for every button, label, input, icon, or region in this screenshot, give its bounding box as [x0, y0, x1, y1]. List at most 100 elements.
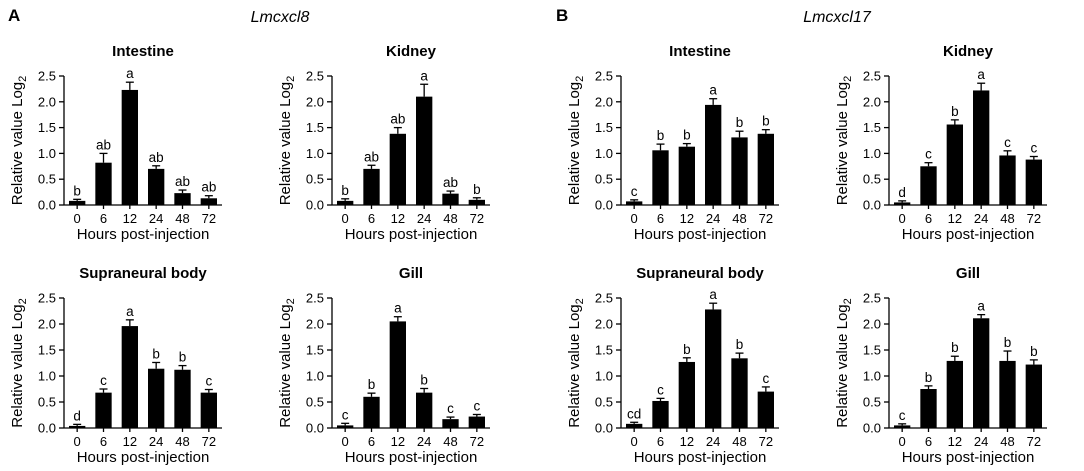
- significance-letter: cd: [627, 406, 641, 421]
- significance-letter: b: [736, 115, 744, 130]
- significance-letter: b: [73, 183, 81, 198]
- x-tick-label: 12: [948, 434, 962, 449]
- x-tick-label: 6: [925, 434, 932, 449]
- y-axis-label-subscript: 2: [842, 76, 854, 82]
- y-axis-label: Relative value Log2: [9, 298, 29, 428]
- x-tick-label: 48: [732, 434, 746, 449]
- y-axis-label: Relative value Log2: [277, 298, 297, 428]
- bar: [389, 133, 406, 205]
- y-axis-label: Relative value Log2: [9, 76, 29, 206]
- y-axis-label: Relative value Log2: [834, 76, 854, 206]
- x-tick-label: 72: [470, 211, 484, 226]
- bar: [999, 360, 1016, 428]
- x-tick-label: 0: [342, 434, 349, 449]
- x-axis-label: Hours post-injection: [902, 449, 1035, 466]
- x-tick-label: 0: [631, 434, 638, 449]
- significance-letter: d: [73, 408, 81, 423]
- y-tick-label: 0.0: [38, 421, 56, 436]
- y-axis-label-text: Relative value Log: [566, 304, 583, 427]
- significance-letter: b: [683, 342, 691, 357]
- bar: [894, 425, 911, 428]
- y-tick-label: 2.5: [595, 69, 613, 84]
- y-tick-label: 1.5: [595, 343, 613, 358]
- significance-letter: b: [951, 340, 959, 355]
- bar: [652, 400, 669, 428]
- chart-title: Gill: [956, 265, 980, 282]
- y-tick-label: 0.5: [595, 172, 613, 187]
- bar: [121, 89, 138, 205]
- x-tick-label: 24: [149, 211, 163, 226]
- panel-b-gene-label: Lmcxcl17: [803, 9, 872, 26]
- significance-letter: b: [1004, 335, 1012, 350]
- significance-letter: ab: [201, 180, 216, 195]
- y-tick-label: 1.0: [863, 146, 881, 161]
- bar: [442, 419, 459, 428]
- x-tick-label: 48: [175, 434, 189, 449]
- plots-container: Intestine 0.0 0.5 1.0 1.5 2.0 2.5 Relative valu…: [9, 43, 1047, 466]
- chart-b-intestine: Intestine 0.0 0.5 1.0 1.5 2.0 2.5 Relative valu…: [566, 43, 779, 243]
- y-tick-label: 2.0: [863, 317, 881, 332]
- bar: [626, 423, 643, 428]
- bar: [1025, 364, 1042, 428]
- x-axis-label: Hours post-injection: [77, 226, 210, 243]
- x-tick-label: 24: [974, 211, 988, 226]
- chart-a-supraneural-body: Supraneural body 0.0 0.5 1.0 1.5 2.0 2.5 Relati…: [9, 265, 222, 466]
- y-tick-label: 2.0: [595, 94, 613, 109]
- significance-letter: b: [420, 372, 428, 387]
- chart-title: Intestine: [112, 43, 174, 60]
- y-axis-label-text: Relative value Log: [566, 82, 583, 205]
- significance-letter: c: [657, 382, 664, 397]
- x-tick-label: 24: [706, 434, 720, 449]
- y-tick-label: 0.5: [595, 395, 613, 410]
- significance-letter: a: [126, 304, 134, 319]
- significance-letter: ab: [96, 137, 111, 152]
- y-tick-label: 0.5: [863, 395, 881, 410]
- y-axis-label-subscript: 2: [285, 298, 297, 304]
- y-tick-label: 1.0: [306, 369, 324, 384]
- bar: [705, 309, 722, 428]
- bar: [705, 104, 722, 205]
- y-axis-label-text: Relative value Log: [834, 304, 851, 427]
- bar: [757, 133, 774, 205]
- significance-letter: a: [420, 68, 428, 83]
- x-tick-label: 6: [657, 211, 664, 226]
- significance-letter: c: [631, 184, 638, 199]
- x-tick-label: 72: [759, 434, 773, 449]
- y-tick-label: 0.0: [595, 198, 613, 213]
- y-tick-label: 1.5: [306, 343, 324, 358]
- x-tick-label: 72: [759, 211, 773, 226]
- x-tick-label: 48: [175, 211, 189, 226]
- significance-letter: b: [473, 182, 481, 197]
- chart-title: Kidney: [386, 43, 437, 60]
- bar: [894, 202, 911, 205]
- y-tick-label: 0.0: [306, 198, 324, 213]
- y-tick-label: 0.5: [863, 172, 881, 187]
- chart-b-supraneural-body: Supraneural body 0.0 0.5 1.0 1.5 2.0 2.5 Relati…: [566, 265, 779, 466]
- bar: [468, 416, 485, 428]
- bar: [1025, 159, 1042, 205]
- y-tick-label: 1.0: [863, 369, 881, 384]
- y-tick-label: 2.0: [595, 317, 613, 332]
- significance-letter: a: [394, 301, 402, 316]
- y-axis-label: Relative value Log2: [566, 76, 586, 206]
- bar: [337, 200, 354, 205]
- x-tick-label: 0: [342, 211, 349, 226]
- significance-letter: a: [126, 66, 134, 81]
- significance-letter: c: [342, 407, 349, 422]
- y-axis-label: Relative value Log2: [834, 298, 854, 428]
- significance-letter: b: [683, 128, 691, 143]
- y-tick-label: 2.5: [306, 291, 324, 306]
- y-tick-label: 0.5: [306, 172, 324, 187]
- significance-letter: c: [899, 408, 906, 423]
- y-tick-label: 2.0: [306, 94, 324, 109]
- significance-letter: b: [762, 114, 770, 129]
- y-tick-label: 0.0: [863, 198, 881, 213]
- bar: [95, 392, 112, 428]
- x-tick-label: 0: [899, 211, 906, 226]
- x-tick-label: 6: [657, 434, 664, 449]
- significance-letter: b: [657, 128, 665, 143]
- bar: [121, 326, 138, 428]
- bar: [973, 318, 990, 428]
- bar: [416, 392, 433, 428]
- bar: [678, 361, 695, 428]
